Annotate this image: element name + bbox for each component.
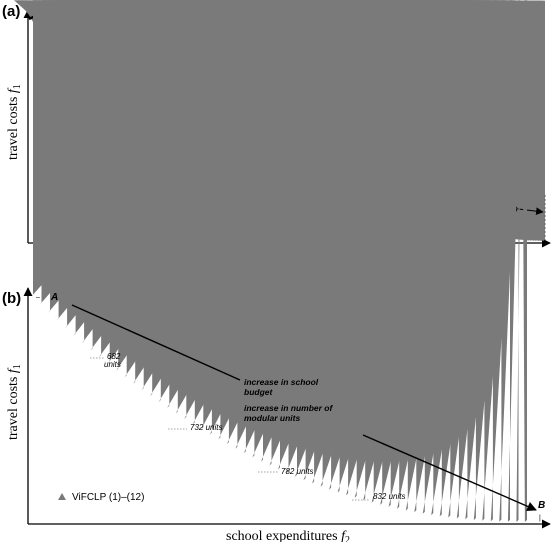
unit-label-832: 832 units [373, 492, 405, 501]
panel-b-annotation-budget: increase in school budget [244, 377, 321, 397]
panel-a-boundary-line [28, 5, 54, 21]
panel-a-label: (a) [2, 3, 20, 20]
legend-marker-icon [58, 493, 66, 500]
panel-b-point-label-a: A [50, 292, 58, 303]
panel-b-annotation-units: increase in number of modular units [244, 403, 335, 423]
panel-b-point-label-b: B [538, 500, 545, 511]
panel-a-y-label: travel costs f1 [6, 84, 23, 160]
panel-b-legend: ViFCLP (1)–(12) [58, 492, 144, 503]
panel-b-x-label: school expenditures f2 [226, 529, 350, 542]
unit-label-682: 682 units [104, 352, 123, 369]
panel-b-trend-arrow [362, 434, 537, 511]
svg-text:|: | [539, 515, 541, 522]
svg-text:–: – [36, 294, 40, 301]
panel-b-y-label: travel costs f1 [6, 364, 23, 440]
panel-b-trend-arrow [71, 304, 241, 381]
panel-b-label: (b) [2, 290, 21, 307]
legend-label: ViFCLP (1)–(12) [72, 492, 144, 503]
unit-label-732: 732 units [190, 423, 222, 432]
data-point [507, 0, 522, 522]
data-point [522, 0, 528, 523]
panel-b-point-cloud [30, 0, 528, 523]
data-point [516, 0, 523, 523]
unit-label-782: 782 units [281, 467, 313, 476]
